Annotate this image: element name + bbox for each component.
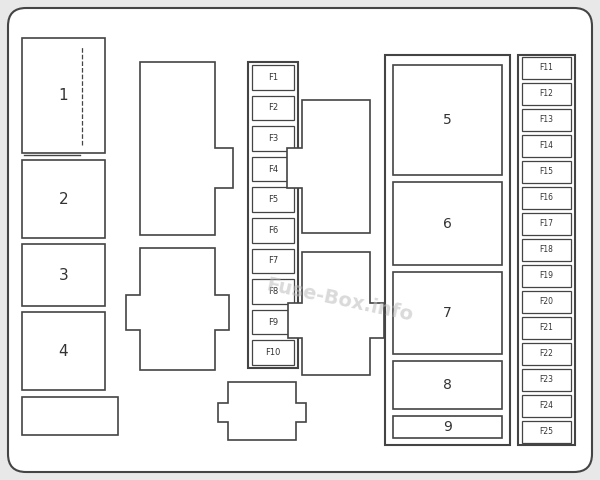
Bar	[393, 182, 502, 265]
Bar	[522, 343, 571, 365]
Bar	[393, 272, 502, 354]
Bar	[522, 291, 571, 313]
Text: 6: 6	[443, 216, 452, 230]
Bar	[248, 62, 298, 368]
Text: 3: 3	[59, 267, 68, 283]
Bar	[22, 160, 105, 238]
Bar	[393, 361, 502, 409]
Text: 1: 1	[59, 88, 68, 103]
Text: F4: F4	[268, 165, 278, 174]
Bar	[522, 161, 571, 183]
Text: 9: 9	[443, 420, 452, 434]
Text: F13: F13	[539, 116, 554, 124]
Bar	[252, 310, 294, 335]
Bar	[518, 55, 575, 445]
Text: F6: F6	[268, 226, 278, 235]
Text: F12: F12	[539, 89, 553, 98]
Text: F18: F18	[539, 245, 553, 254]
Bar	[22, 397, 118, 435]
Polygon shape	[140, 62, 233, 235]
Text: F16: F16	[539, 193, 554, 203]
Text: 4: 4	[59, 344, 68, 359]
Bar	[393, 65, 502, 175]
FancyBboxPatch shape	[8, 8, 592, 472]
Bar	[522, 109, 571, 131]
Bar	[252, 249, 294, 273]
Bar	[522, 369, 571, 391]
Bar	[522, 187, 571, 209]
Text: F2: F2	[268, 103, 278, 112]
Polygon shape	[218, 382, 306, 440]
Text: F5: F5	[268, 195, 278, 204]
Text: Fuse-Box.info: Fuse-Box.info	[265, 275, 415, 325]
Text: 2: 2	[59, 192, 68, 206]
Text: F7: F7	[268, 256, 278, 265]
Bar	[252, 96, 294, 120]
Text: F10: F10	[265, 348, 281, 357]
Bar	[252, 157, 294, 181]
Text: F11: F11	[539, 63, 553, 72]
Text: 8: 8	[443, 378, 452, 392]
Bar	[385, 55, 510, 445]
Text: F23: F23	[539, 375, 554, 384]
Text: F1: F1	[268, 73, 278, 82]
Bar	[252, 65, 294, 90]
Text: F24: F24	[539, 401, 554, 410]
Text: 7: 7	[443, 306, 452, 320]
Bar	[22, 244, 105, 306]
Bar	[522, 317, 571, 339]
Text: F22: F22	[539, 349, 553, 359]
Bar	[252, 218, 294, 242]
Bar	[522, 135, 571, 157]
Polygon shape	[288, 252, 384, 375]
Text: F8: F8	[268, 287, 278, 296]
Bar	[522, 395, 571, 417]
Bar	[522, 83, 571, 105]
Text: F9: F9	[268, 318, 278, 326]
Bar	[393, 416, 502, 438]
Bar	[522, 57, 571, 79]
Bar	[522, 239, 571, 261]
Bar	[522, 421, 571, 443]
Bar	[22, 312, 105, 390]
Bar	[22, 38, 105, 153]
Text: 5: 5	[443, 113, 452, 127]
Text: F19: F19	[539, 272, 554, 280]
Text: F21: F21	[539, 324, 553, 333]
Text: F25: F25	[539, 428, 554, 436]
Bar	[252, 279, 294, 304]
Text: F3: F3	[268, 134, 278, 143]
Bar	[252, 188, 294, 212]
Polygon shape	[287, 100, 370, 233]
Bar	[522, 265, 571, 287]
Polygon shape	[126, 248, 229, 370]
Text: F20: F20	[539, 298, 554, 307]
Bar	[252, 340, 294, 365]
Bar	[522, 213, 571, 235]
Bar	[252, 126, 294, 151]
Text: F15: F15	[539, 168, 554, 177]
Text: F17: F17	[539, 219, 554, 228]
Text: F14: F14	[539, 142, 554, 151]
